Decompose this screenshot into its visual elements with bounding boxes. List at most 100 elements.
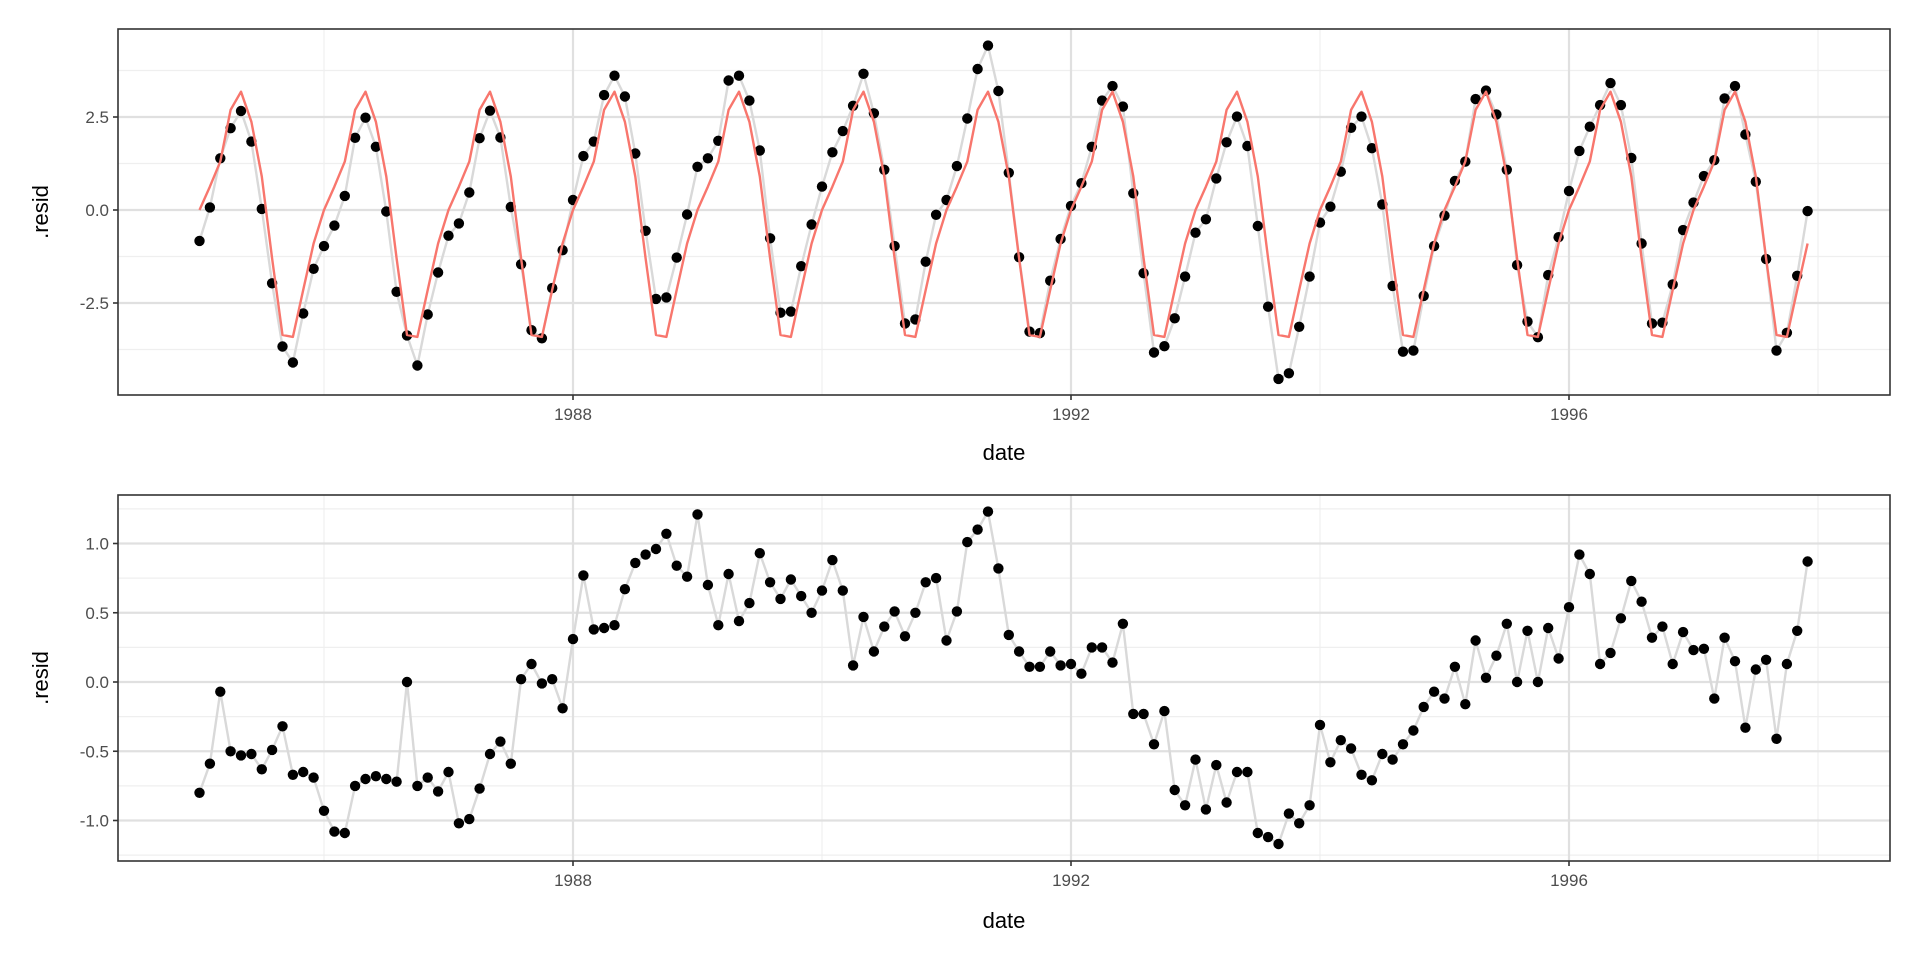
data-point	[1480, 672, 1492, 683]
data-point	[484, 105, 496, 116]
y-tick-label: 0.5	[85, 604, 109, 623]
data-point	[899, 631, 911, 642]
data-point	[391, 286, 402, 297]
data-point	[671, 560, 682, 571]
x-tick-label: 1992	[1052, 871, 1090, 890]
top-x-axis: 1988 1992 1996	[554, 395, 1588, 424]
data-point	[972, 524, 983, 535]
data-point	[266, 744, 278, 756]
data-point	[370, 771, 382, 782]
data-point	[1615, 613, 1627, 624]
data-point	[1729, 80, 1741, 92]
data-point	[298, 308, 309, 319]
data-point	[858, 68, 869, 80]
data-point	[951, 160, 963, 172]
data-point	[339, 190, 350, 202]
data-point	[235, 105, 247, 117]
data-point	[982, 40, 994, 51]
bottom-x-axis: 1988 1992 1996	[554, 861, 1588, 890]
bottom-panel: -1.0 -0.5 0.0 0.5 1.0 1988 1992 1996 date .res…	[28, 494, 1891, 933]
data-point	[1740, 722, 1751, 733]
data-point	[630, 148, 641, 159]
data-point	[1221, 137, 1232, 148]
data-point	[204, 758, 216, 769]
data-point	[412, 780, 423, 792]
data-point	[1252, 827, 1264, 839]
data-point	[941, 635, 952, 646]
data-point	[1159, 705, 1170, 717]
data-point	[1013, 646, 1025, 657]
data-point	[1283, 808, 1295, 819]
data-point	[235, 750, 247, 761]
data-point	[1262, 301, 1274, 312]
data-point	[609, 70, 620, 81]
data-point	[1179, 800, 1191, 811]
data-point	[1304, 271, 1315, 282]
data-point	[1003, 629, 1014, 641]
data-point	[339, 827, 350, 839]
bottom-y-axis-title: .resid	[28, 651, 53, 705]
data-point	[723, 568, 734, 580]
data-point	[412, 360, 423, 371]
y-tick-label: 1.0	[85, 535, 109, 554]
data-point	[287, 357, 299, 368]
data-point	[277, 341, 288, 352]
data-point	[536, 678, 548, 689]
data-point	[318, 805, 330, 816]
data-point	[515, 674, 527, 685]
data-point	[1034, 661, 1046, 672]
data-point	[1626, 575, 1637, 587]
data-point	[920, 577, 931, 588]
data-point	[1273, 838, 1284, 850]
data-point	[1698, 643, 1710, 654]
data-point	[681, 571, 693, 582]
data-point	[422, 309, 433, 320]
data-point	[619, 91, 631, 102]
data-point	[1522, 316, 1533, 327]
data-point	[816, 585, 828, 596]
data-point	[982, 506, 994, 517]
data-point	[547, 674, 558, 685]
data-point	[910, 607, 921, 618]
data-point	[1584, 121, 1596, 132]
data-point	[578, 150, 589, 162]
data-point	[1439, 693, 1450, 704]
data-point	[1522, 625, 1533, 636]
data-point	[806, 219, 817, 230]
data-point	[1107, 80, 1118, 92]
top-y-axis-title: .resid	[28, 185, 53, 239]
data-point	[879, 621, 890, 632]
data-point	[360, 773, 371, 785]
data-point	[1200, 804, 1212, 815]
top-panel-border	[117, 28, 1891, 396]
top-series	[194, 40, 1813, 385]
data-point	[1325, 201, 1336, 212]
data-point	[1356, 111, 1367, 122]
data-point	[1574, 549, 1585, 560]
data-point	[443, 230, 454, 241]
data-point	[360, 112, 371, 123]
data-point	[1802, 205, 1813, 217]
data-point	[256, 764, 267, 775]
data-point	[723, 75, 734, 86]
data-point	[1096, 642, 1108, 653]
data-point	[1543, 622, 1554, 634]
data-point	[764, 577, 776, 588]
bottom-gridlines	[118, 495, 1890, 861]
data-point	[1377, 748, 1388, 760]
data-point	[1418, 701, 1429, 713]
data-point	[453, 218, 465, 229]
data-point	[1262, 831, 1274, 843]
data-point	[1771, 345, 1782, 356]
data-point	[1086, 642, 1098, 653]
data-point	[1532, 676, 1544, 688]
data-point	[1304, 800, 1315, 811]
data-point	[204, 202, 216, 213]
data-point	[630, 557, 641, 569]
data-point	[1771, 733, 1782, 744]
data-point	[1667, 658, 1678, 670]
data-point	[713, 620, 724, 631]
data-point	[796, 261, 807, 272]
data-point	[1242, 766, 1253, 778]
data-point	[453, 818, 465, 829]
